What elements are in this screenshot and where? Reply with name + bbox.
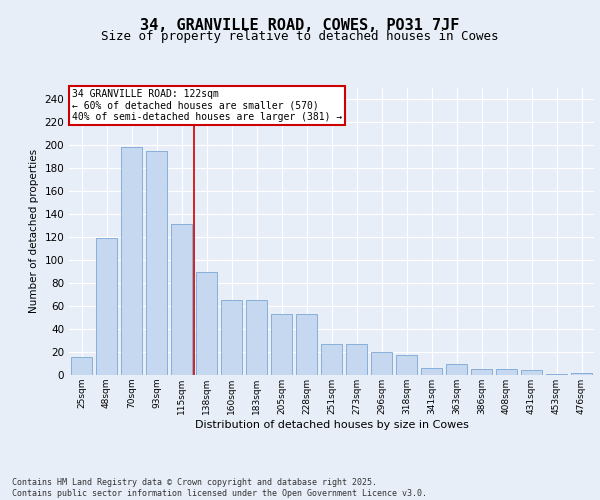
Bar [521,370,542,375]
Bar [446,364,467,375]
Bar [571,372,592,375]
X-axis label: Distribution of detached houses by size in Cowes: Distribution of detached houses by size … [194,420,469,430]
Bar [96,238,117,375]
Bar [171,224,192,375]
Text: 34, GRANVILLE ROAD, COWES, PO31 7JF: 34, GRANVILLE ROAD, COWES, PO31 7JF [140,18,460,32]
Bar [71,356,92,375]
Bar [396,356,417,375]
Bar [346,344,367,375]
Bar [146,151,167,375]
Text: 34 GRANVILLE ROAD: 122sqm
← 60% of detached houses are smaller (570)
40% of semi: 34 GRANVILLE ROAD: 122sqm ← 60% of detac… [71,89,342,122]
Bar [121,148,142,375]
Bar [246,300,267,375]
Bar [546,374,567,375]
Text: Contains HM Land Registry data © Crown copyright and database right 2025.
Contai: Contains HM Land Registry data © Crown c… [12,478,427,498]
Bar [496,369,517,375]
Y-axis label: Number of detached properties: Number of detached properties [29,149,39,314]
Bar [471,369,492,375]
Bar [221,300,242,375]
Bar [371,352,392,375]
Bar [296,314,317,375]
Bar [421,368,442,375]
Text: Size of property relative to detached houses in Cowes: Size of property relative to detached ho… [101,30,499,43]
Bar [271,314,292,375]
Bar [196,272,217,375]
Bar [321,344,342,375]
